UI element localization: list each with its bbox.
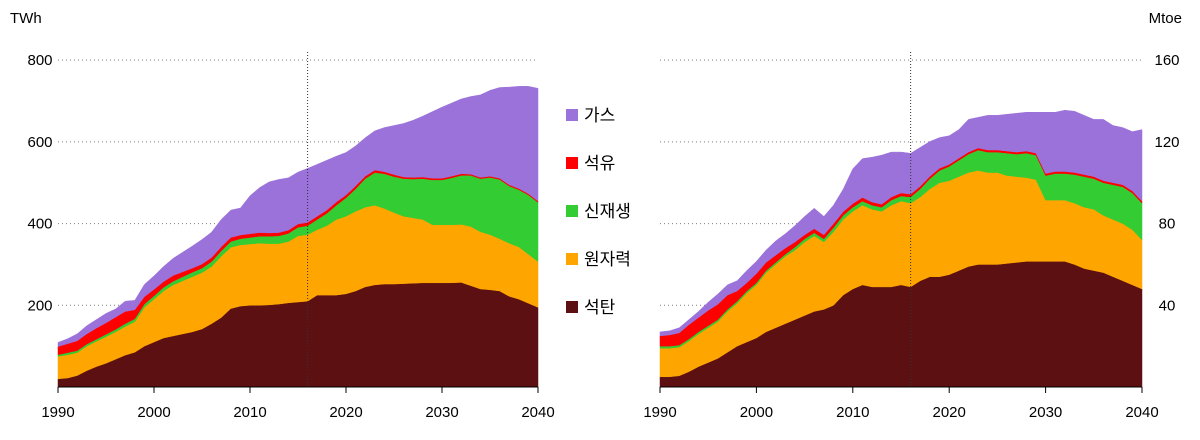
left-x-tick-label: 2030 — [425, 404, 458, 421]
right-x-tick-label: 2030 — [1029, 404, 1062, 421]
left-x-tick-label: 1990 — [41, 404, 74, 421]
legend-label-1: 석유 — [584, 154, 615, 173]
right-y-tick-label: 160 — [1154, 52, 1179, 69]
right-x-tick-label: 2000 — [740, 404, 773, 421]
left-y-tick-label: 600 — [27, 134, 52, 151]
left-x-tick-label: 2010 — [233, 404, 266, 421]
left-x-tick-label: 2000 — [137, 404, 170, 421]
legend-label-4: 석탄 — [584, 298, 616, 317]
right-unit-label: Mtoe — [1149, 10, 1182, 27]
left-x-tick-label: 2020 — [329, 404, 362, 421]
legend-label-3: 원자력 — [584, 250, 631, 269]
left-x-tick-label: 2040 — [521, 404, 554, 421]
legend-swatch-3 — [566, 253, 578, 265]
right-x-tick-label: 2040 — [1125, 404, 1158, 421]
legend-label-2: 신재생 — [584, 202, 631, 221]
right-area-series-4 — [659, 109, 1143, 337]
left-unit-label: TWh — [10, 10, 42, 27]
right-y-tick-label: 120 — [1154, 134, 1179, 151]
legend-swatch-1 — [566, 157, 578, 169]
right-x-tick-label: 1990 — [643, 404, 676, 421]
right-x-tick-label: 2020 — [933, 404, 966, 421]
left-y-tick-label: 400 — [27, 216, 52, 233]
left-area-series-4 — [57, 86, 539, 347]
right-y-tick-label: 80 — [1159, 216, 1176, 233]
left-y-tick-label: 200 — [27, 297, 52, 314]
right-chart: 40 80 120 160 1990 2000 2010 2020 2030 2040 Mtoe — [643, 10, 1182, 421]
legend-swatch-2 — [566, 205, 578, 217]
left-chart: 200 400 600 800 1990 2000 2010 2020 2030 2040 TWh — [10, 10, 555, 421]
legend-swatch-0 — [566, 109, 578, 121]
legend-label-0: 가스 — [584, 106, 615, 125]
right-x-tick-label: 2010 — [836, 404, 869, 421]
left-y-tick-label: 800 — [27, 52, 52, 69]
right-y-tick-label: 40 — [1159, 297, 1176, 314]
legend-swatch-4 — [566, 301, 578, 313]
